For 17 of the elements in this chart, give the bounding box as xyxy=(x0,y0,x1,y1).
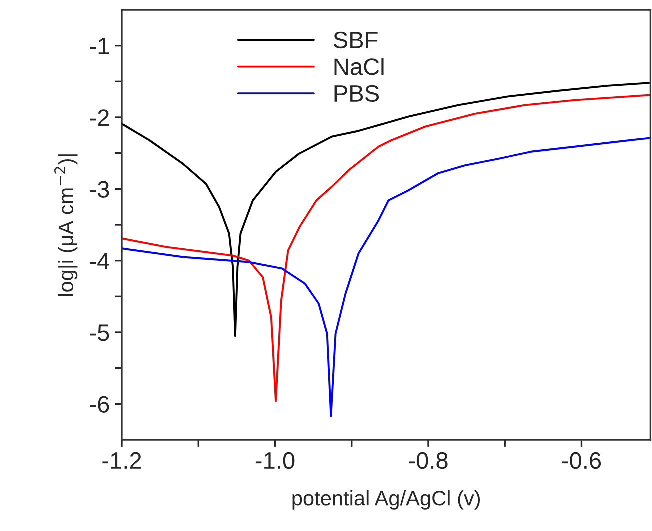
x-tick-label: -1.0 xyxy=(256,452,295,470)
y-tick-label: -5 xyxy=(90,324,110,342)
x-tick-label: -0.8 xyxy=(409,452,448,470)
y-tick-label: -2 xyxy=(90,110,110,126)
y-tick-label: -4 xyxy=(90,253,110,270)
x-tick-label: -0.6 xyxy=(562,452,602,470)
y-tick-label: -6 xyxy=(90,396,110,413)
line-series xyxy=(122,82,650,338)
y-axis-title: log|i (μA cm$^{−2}$)| xyxy=(54,154,78,296)
line-series xyxy=(122,137,650,418)
x-tick-label: -1.2 xyxy=(102,452,142,469)
x-axis-title: potential Ag/AgCl (v) xyxy=(292,490,480,510)
legend-label: PBS xyxy=(334,85,380,102)
legend-label: SBF xyxy=(334,32,378,49)
legend-label: NaCl xyxy=(334,58,384,76)
y-tick-label: -1 xyxy=(90,38,110,54)
y-tick-label: -3 xyxy=(90,181,110,198)
